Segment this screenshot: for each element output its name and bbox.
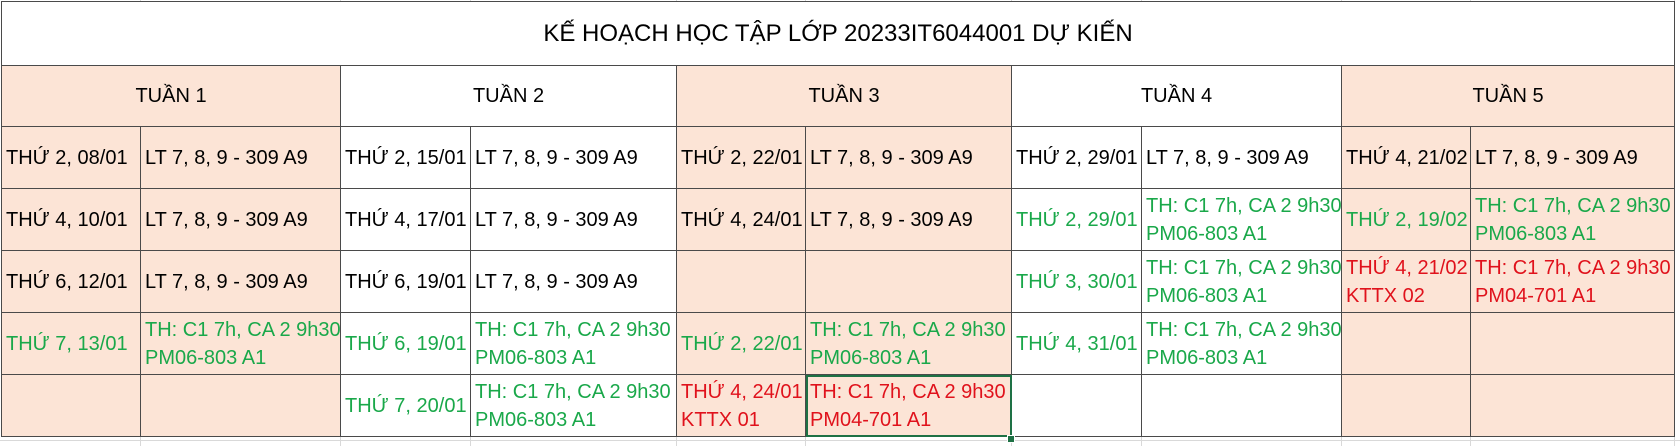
day-cell[interactable]: THỨ 4, 10/01 [1, 188, 141, 251]
class-info-line: LT 7, 8, 9 - 309 A9 [475, 146, 638, 169]
class-info-cell[interactable]: TH: C1 7h, CA 2 9h30 PM06-803 A1 [470, 374, 677, 437]
class-info-line: LT 7, 8, 9 - 309 A9 [1475, 146, 1638, 169]
week-header-1[interactable]: TUẦN 1 [1, 65, 341, 127]
class-info-cell[interactable]: TH: C1 7h, CA 2 9h30 PM06-803 A1 [140, 312, 341, 375]
page-title[interactable]: KẾ HOẠCH HỌC TẬP LỚP 20233IT6044001 DỰ K… [0, 1, 1676, 66]
fill-handle[interactable] [1007, 435, 1015, 443]
class-info-cell[interactable]: LT 7, 8, 9 - 309 A9 [470, 250, 677, 313]
class-info-line: LT 7, 8, 9 - 309 A9 [1146, 146, 1309, 169]
day-cell[interactable] [1011, 374, 1142, 437]
class-info-cell[interactable]: LT 7, 8, 9 - 309 A9 [470, 126, 677, 189]
day-cell[interactable]: THỨ 2, 15/01 [340, 126, 471, 189]
day-cell[interactable]: THỨ 2, 22/01 [676, 126, 806, 189]
week-header-2[interactable]: TUẦN 2 [340, 65, 677, 127]
class-info-line: LT 7, 8, 9 - 309 A9 [810, 208, 973, 231]
class-info-line: LT 7, 8, 9 - 309 A9 [145, 270, 308, 293]
class-info-cell[interactable]: LT 7, 8, 9 - 309 A9 [1141, 126, 1342, 189]
class-info-cell[interactable] [1141, 374, 1342, 437]
class-info-line: PM06-803 A1 [1146, 222, 1268, 245]
class-info-line: PM06-803 A1 [1475, 222, 1597, 245]
day-cell[interactable]: THỨ 2, 19/02 [1341, 188, 1471, 251]
class-info-line: PM06-803 A1 [1146, 346, 1268, 369]
day-cell[interactable] [1341, 312, 1471, 375]
class-info-cell[interactable]: LT 7, 8, 9 - 309 A9 [805, 126, 1012, 189]
day-cell[interactable]: THỨ 6, 19/01 [340, 312, 471, 375]
class-info-cell[interactable]: TH: C1 7h, CA 2 9h30 PM06-803 A1 [805, 312, 1012, 375]
class-info-line: TH: C1 7h, CA 2 9h30 [1146, 318, 1342, 341]
day-cell[interactable]: THỨ 4, 21/02 [1341, 126, 1471, 189]
day-line: THỨ 4, 21/02 [1346, 256, 1468, 279]
day-cell[interactable]: THỨ 4, 21/02 KTTX 02 [1341, 250, 1471, 313]
day-line: KTTX 02 [1346, 284, 1425, 307]
day-line: KTTX 01 [681, 408, 760, 431]
class-info-cell[interactable]: TH: C1 7h, CA 2 9h30 PM04-701 A1 [805, 374, 1012, 437]
week-header-5[interactable]: TUẦN 5 [1340, 65, 1676, 127]
schedule-row: THỨ 7, 20/01 TH: C1 7h, CA 2 9h30 PM06-803… [1, 374, 1676, 437]
class-info-cell[interactable]: LT 7, 8, 9 - 309 A9 [805, 188, 1012, 251]
day-cell[interactable]: THỨ 4, 31/01 [1011, 312, 1142, 375]
class-info-line: LT 7, 8, 9 - 309 A9 [145, 208, 308, 231]
class-info-cell[interactable]: TH: C1 7h, CA 2 9h30 PM06-803 A1 [1141, 188, 1342, 251]
day-cell[interactable] [1, 374, 141, 437]
day-cell[interactable]: THỨ 7, 20/01 [340, 374, 471, 437]
class-info-line: TH: C1 7h, CA 2 9h30 [475, 380, 671, 403]
class-info-cell[interactable]: TH: C1 7h, CA 2 9h30 PM06-803 A1 [1469, 188, 1676, 251]
class-info-line: TH: C1 7h, CA 2 9h30 [810, 380, 1006, 403]
class-info-line: PM06-803 A1 [475, 346, 597, 369]
day-cell[interactable]: THỨ 2, 08/01 [1, 126, 141, 189]
day-cell[interactable]: THỨ 6, 12/01 [1, 250, 141, 313]
class-info-line: LT 7, 8, 9 - 309 A9 [145, 146, 308, 169]
class-info-line: LT 7, 8, 9 - 309 A9 [475, 270, 638, 293]
class-info-line: PM04-701 A1 [810, 408, 932, 431]
class-info-line: TH: C1 7h, CA 2 9h30 [1146, 256, 1342, 279]
class-info-line: PM06-803 A1 [810, 346, 932, 369]
class-info-cell[interactable]: LT 7, 8, 9 - 309 A9 [140, 126, 341, 189]
class-info-cell[interactable]: LT 7, 8, 9 - 309 A9 [470, 188, 677, 251]
schedule-row: THỨ 6, 12/01 LT 7, 8, 9 - 309 A9 THỨ 6, 19… [1, 250, 1676, 313]
class-info-cell[interactable]: LT 7, 8, 9 - 309 A9 [1469, 126, 1676, 189]
day-cell[interactable] [1341, 374, 1471, 437]
class-info-cell[interactable]: TH: C1 7h, CA 2 9h30 PM06-803 A1 [1141, 250, 1342, 313]
class-info-line: TH: C1 7h, CA 2 9h30 [1475, 256, 1671, 279]
day-cell[interactable]: THỨ 4, 24/01 KTTX 01 [676, 374, 806, 437]
day-cell[interactable]: THỨ 2, 22/01 [676, 312, 806, 375]
class-info-line: PM06-803 A1 [475, 408, 597, 431]
day-line: THỨ 4, 24/01 [681, 380, 803, 403]
class-info-line: PM06-803 A1 [145, 346, 267, 369]
day-cell[interactable]: THỨ 7, 13/01 [1, 312, 141, 375]
class-info-cell[interactable]: TH: C1 7h, CA 2 9h30 PM06-803 A1 [470, 312, 677, 375]
day-cell[interactable]: THỨ 4, 24/01 [676, 188, 806, 251]
class-info-line: PM04-701 A1 [1475, 284, 1597, 307]
class-info-cell[interactable]: TH: C1 7h, CA 2 9h30 PM06-803 A1 [1141, 312, 1342, 375]
day-cell[interactable]: THỨ 4, 17/01 [340, 188, 471, 251]
class-info-cell[interactable] [1469, 312, 1676, 375]
class-info-line: TH: C1 7h, CA 2 9h30 [475, 318, 671, 341]
class-info-line: TH: C1 7h, CA 2 9h30 [1475, 194, 1671, 217]
class-info-cell[interactable]: LT 7, 8, 9 - 309 A9 [140, 250, 341, 313]
class-info-cell[interactable] [140, 374, 341, 437]
class-info-line: LT 7, 8, 9 - 309 A9 [475, 208, 638, 231]
class-info-line: PM06-803 A1 [1146, 284, 1268, 307]
schedule-row: THỨ 4, 10/01 LT 7, 8, 9 - 309 A9 THỨ 4, 17… [1, 188, 1676, 251]
week-header-4[interactable]: TUẦN 4 [1011, 65, 1342, 127]
schedule-row: THỨ 7, 13/01 TH: C1 7h, CA 2 9h30 PM06-803… [1, 312, 1676, 375]
day-cell[interactable]: THỨ 2, 29/01 [1011, 126, 1142, 189]
study-plan-table: KẾ HOẠCH HỌC TẬP LỚP 20233IT6044001 DỰ K… [0, 1, 1676, 437]
day-cell[interactable]: THỨ 2, 29/01 [1011, 188, 1142, 251]
class-info-line: TH: C1 7h, CA 2 9h30 [1146, 194, 1342, 217]
class-info-line: TH: C1 7h, CA 2 9h30 [145, 318, 341, 341]
class-info-line: TH: C1 7h, CA 2 9h30 [810, 318, 1006, 341]
day-cell[interactable]: THỨ 6, 19/01 [340, 250, 471, 313]
class-info-cell[interactable] [805, 250, 1012, 313]
day-cell[interactable]: THỨ 3, 30/01 [1011, 250, 1142, 313]
week-header-3[interactable]: TUẦN 3 [676, 65, 1012, 127]
day-cell[interactable] [676, 250, 806, 313]
class-info-cell[interactable]: TH: C1 7h, CA 2 9h30 PM04-701 A1 [1469, 250, 1676, 313]
schedule-row: THỨ 2, 08/01 LT 7, 8, 9 - 309 A9 THỨ 2, 15… [1, 126, 1676, 189]
class-info-cell[interactable]: LT 7, 8, 9 - 309 A9 [140, 188, 341, 251]
class-info-line: LT 7, 8, 9 - 309 A9 [810, 146, 973, 169]
class-info-cell[interactable] [1469, 374, 1676, 437]
